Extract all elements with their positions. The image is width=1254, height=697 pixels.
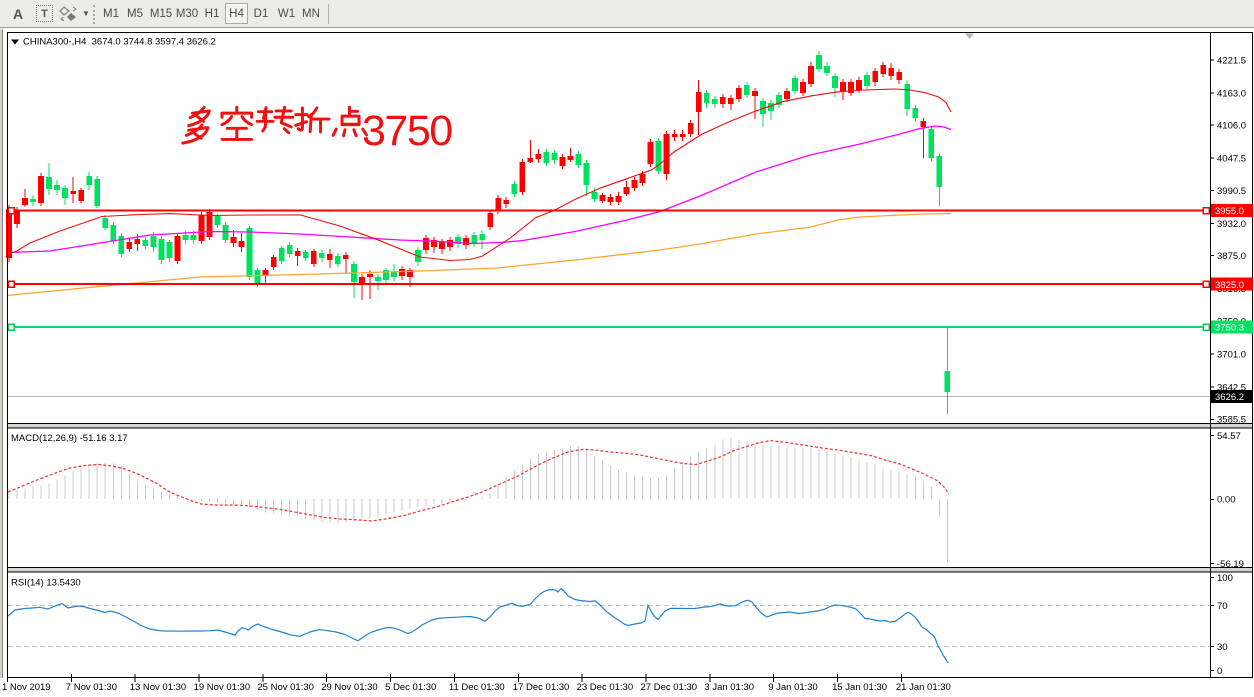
svg-text:54.57: 54.57 [1217,431,1241,442]
svg-text:19 Nov 01:30: 19 Nov 01:30 [194,682,251,693]
svg-text:13 Nov 01:30: 13 Nov 01:30 [130,682,187,693]
svg-text:0.00: 0.00 [1217,495,1236,506]
svg-text:3701.0: 3701.0 [1217,349,1246,360]
svg-text:4163.0: 4163.0 [1217,88,1246,99]
svg-text:3955.0: 3955.0 [1215,206,1244,217]
svg-text:4106.0: 4106.0 [1217,121,1246,132]
svg-text:15 Jan 01:30: 15 Jan 01:30 [832,682,887,693]
svg-text:70: 70 [1217,601,1228,612]
svg-text:-56.19: -56.19 [1217,559,1244,570]
svg-text:30: 30 [1217,642,1228,653]
svg-text:3750: 3750 [362,107,452,155]
svg-text:7 Nov 01:30: 7 Nov 01:30 [66,682,117,693]
svg-text:3750.3: 3750.3 [1215,323,1244,334]
svg-text:17 Dec 01:30: 17 Dec 01:30 [513,682,570,693]
svg-text:3626.2: 3626.2 [1215,392,1244,403]
svg-text:3 Jan 01:30: 3 Jan 01:30 [704,682,754,693]
svg-text:27 Dec 01:30: 27 Dec 01:30 [641,682,698,693]
svg-text:0: 0 [1217,666,1222,677]
svg-text:3825.0: 3825.0 [1215,280,1244,291]
svg-text:23 Dec 01:30: 23 Dec 01:30 [577,682,634,693]
svg-text:3990.5: 3990.5 [1217,186,1246,197]
svg-text:MACD(12,26,9) -51.16 3.17: MACD(12,26,9) -51.16 3.17 [11,433,128,444]
svg-text:25 Nov 01:30: 25 Nov 01:30 [257,682,314,693]
svg-text:3642.5: 3642.5 [1217,383,1246,394]
svg-text:4221.5: 4221.5 [1217,55,1246,66]
svg-text:100: 100 [1217,573,1233,584]
svg-text:3875.0: 3875.0 [1217,251,1246,262]
svg-text:3932.0: 3932.0 [1217,219,1246,230]
svg-text:29 Nov 01:30: 29 Nov 01:30 [321,682,378,693]
svg-text:RSI(14) 13.5430: RSI(14) 13.5430 [11,578,81,589]
svg-text:CHINA300-,H4 3674.0 3744.8 35: CHINA300-,H4 3674.0 3744.8 3597.4 3626.2 [23,37,216,48]
svg-text:11 Dec 01:30: 11 Dec 01:30 [449,682,505,693]
svg-text:1 Nov 2019: 1 Nov 2019 [2,682,51,693]
svg-text:9 Jan 01:30: 9 Jan 01:30 [768,682,818,693]
svg-text:4047.5: 4047.5 [1217,154,1246,165]
svg-text:21 Jan 01:30: 21 Jan 01:30 [896,682,951,693]
svg-text:3585.5: 3585.5 [1217,415,1246,426]
svg-text:5 Dec 01:30: 5 Dec 01:30 [385,682,436,693]
